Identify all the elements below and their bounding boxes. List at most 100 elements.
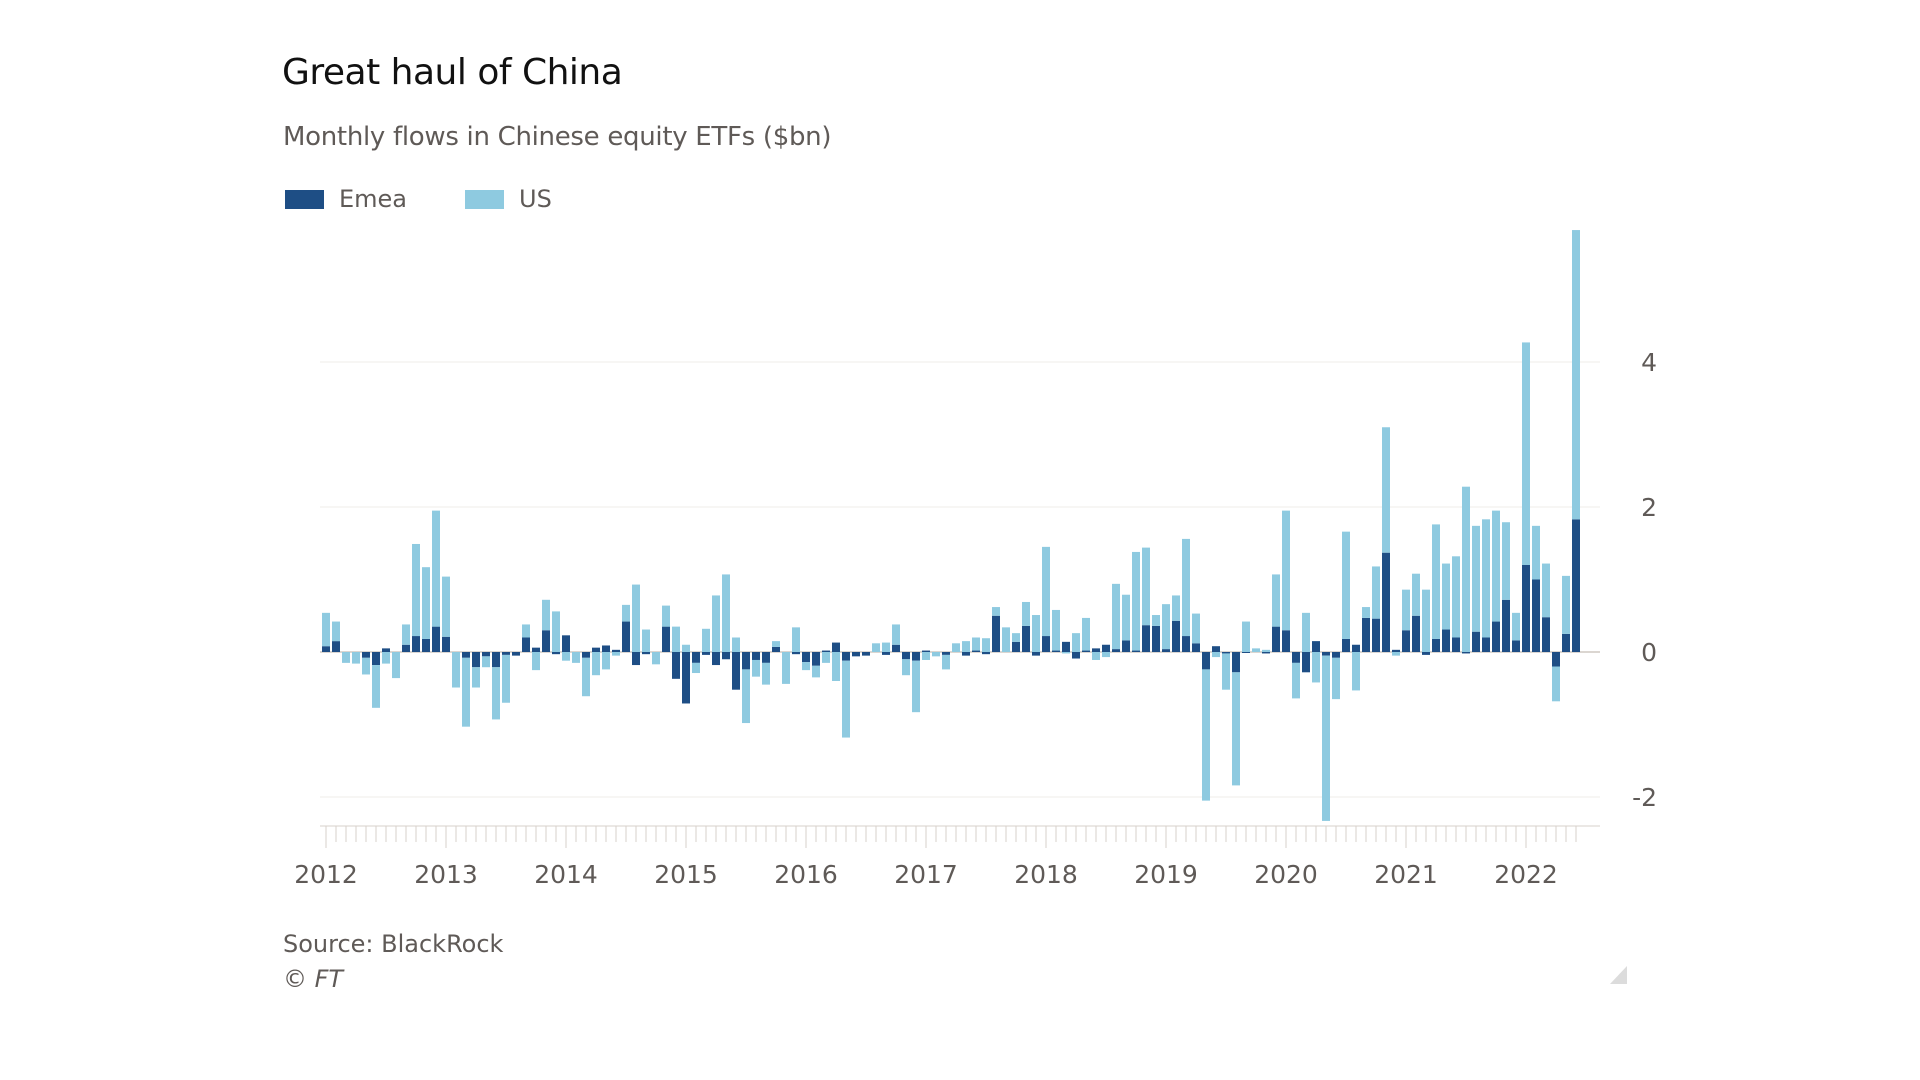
bar-us [642, 629, 650, 652]
bar-emea [1052, 650, 1060, 652]
bar-emea [1012, 641, 1020, 652]
bar-us [1022, 601, 1030, 626]
x-tick-label: 2022 [1494, 860, 1558, 889]
bar-us [392, 652, 400, 679]
bar-emea [1462, 652, 1470, 654]
bar-us [1412, 573, 1420, 616]
bar-us [952, 643, 960, 652]
bar-emea [402, 644, 410, 652]
bar-us [532, 652, 540, 671]
bar-emea [1452, 637, 1460, 652]
bar-emea [972, 650, 980, 652]
bar-us [782, 652, 790, 684]
bar-us [1482, 519, 1490, 638]
bar-emea [922, 650, 930, 652]
bar-us [432, 510, 440, 627]
bar-us [812, 665, 820, 678]
bar-us [982, 638, 990, 652]
bar-us [872, 643, 880, 652]
bar-us [1532, 525, 1540, 580]
bar-us [712, 595, 720, 652]
bar-emea [1392, 649, 1400, 652]
bar-emea [1132, 650, 1140, 652]
bar-emea [1022, 625, 1030, 652]
bar-us [632, 584, 640, 652]
bar-emea [1362, 617, 1370, 652]
bar-emea [772, 646, 780, 652]
bar-emea [1422, 652, 1430, 655]
bar-emea [822, 650, 830, 652]
bar-us [822, 652, 830, 663]
legend-swatch-emea [285, 189, 324, 209]
bar-us [542, 599, 550, 631]
bar-us [472, 667, 480, 688]
bar-us [492, 667, 500, 720]
bar-us [1172, 595, 1180, 621]
bar-emea [1282, 630, 1290, 652]
bar-emea [1092, 648, 1100, 652]
bar-us [332, 621, 340, 642]
x-tick-label: 2021 [1374, 860, 1438, 889]
bar-us [362, 657, 370, 675]
bar-us [1142, 547, 1150, 626]
bar-us [1062, 652, 1070, 654]
bar-us [1032, 615, 1040, 652]
bar-us [1242, 621, 1250, 652]
bar-emea [432, 626, 440, 652]
bar-us [1212, 652, 1220, 658]
bar-emea [762, 652, 770, 663]
bar-us [1522, 342, 1530, 565]
bar-us [1072, 633, 1080, 652]
bar-emea [462, 652, 470, 658]
bar-us [1562, 575, 1570, 634]
bar-us [972, 637, 980, 651]
bar-us [1572, 230, 1580, 520]
bar-us [892, 624, 900, 645]
resize-handle-icon[interactable] [1610, 966, 1627, 984]
x-tick-label: 2015 [654, 860, 718, 889]
bar-us [602, 652, 610, 670]
bar-emea [332, 641, 340, 652]
bar-emea [1342, 638, 1350, 652]
bar-emea [812, 652, 820, 666]
bar-emea [1032, 652, 1040, 656]
bar-emea [732, 652, 740, 690]
bar-us [552, 611, 560, 652]
bar-us [1362, 607, 1370, 618]
bar-emea [542, 630, 550, 652]
bar-us [1042, 546, 1050, 637]
bar-us [652, 652, 660, 665]
bar-emea [1332, 652, 1340, 658]
bar-us [1092, 652, 1100, 660]
bar-emea [622, 621, 630, 652]
bar-us [1422, 589, 1430, 652]
bar-emea [512, 652, 520, 656]
bar-us [962, 641, 970, 652]
bar-emea [1562, 633, 1570, 652]
chart-subtitle: Monthly flows in Chinese equity ETFs ($b… [283, 122, 832, 152]
x-tick-label: 2017 [894, 860, 958, 889]
bar-emea [662, 626, 670, 652]
bar-us [1182, 538, 1190, 637]
bar-emea [742, 652, 750, 670]
bar-us [702, 628, 710, 652]
bar-emea [1242, 652, 1250, 653]
bar-us [1442, 563, 1450, 630]
bar-emea [1412, 615, 1420, 652]
legend: Emea US [285, 185, 610, 213]
bar-emea [592, 647, 600, 652]
bar-emea [842, 652, 850, 661]
bar-emea [582, 652, 590, 658]
bar-us [1262, 649, 1270, 652]
copyright-note: © FT [283, 965, 344, 993]
bar-us [1452, 556, 1460, 638]
x-tick-label: 2016 [774, 860, 838, 889]
bar-us [1402, 589, 1410, 631]
bar-emea [792, 652, 800, 655]
bar-emea [562, 635, 570, 652]
bar-us [342, 652, 350, 663]
bar-us [792, 627, 800, 652]
bar-us [1502, 522, 1510, 600]
bar-emea [1222, 652, 1230, 654]
